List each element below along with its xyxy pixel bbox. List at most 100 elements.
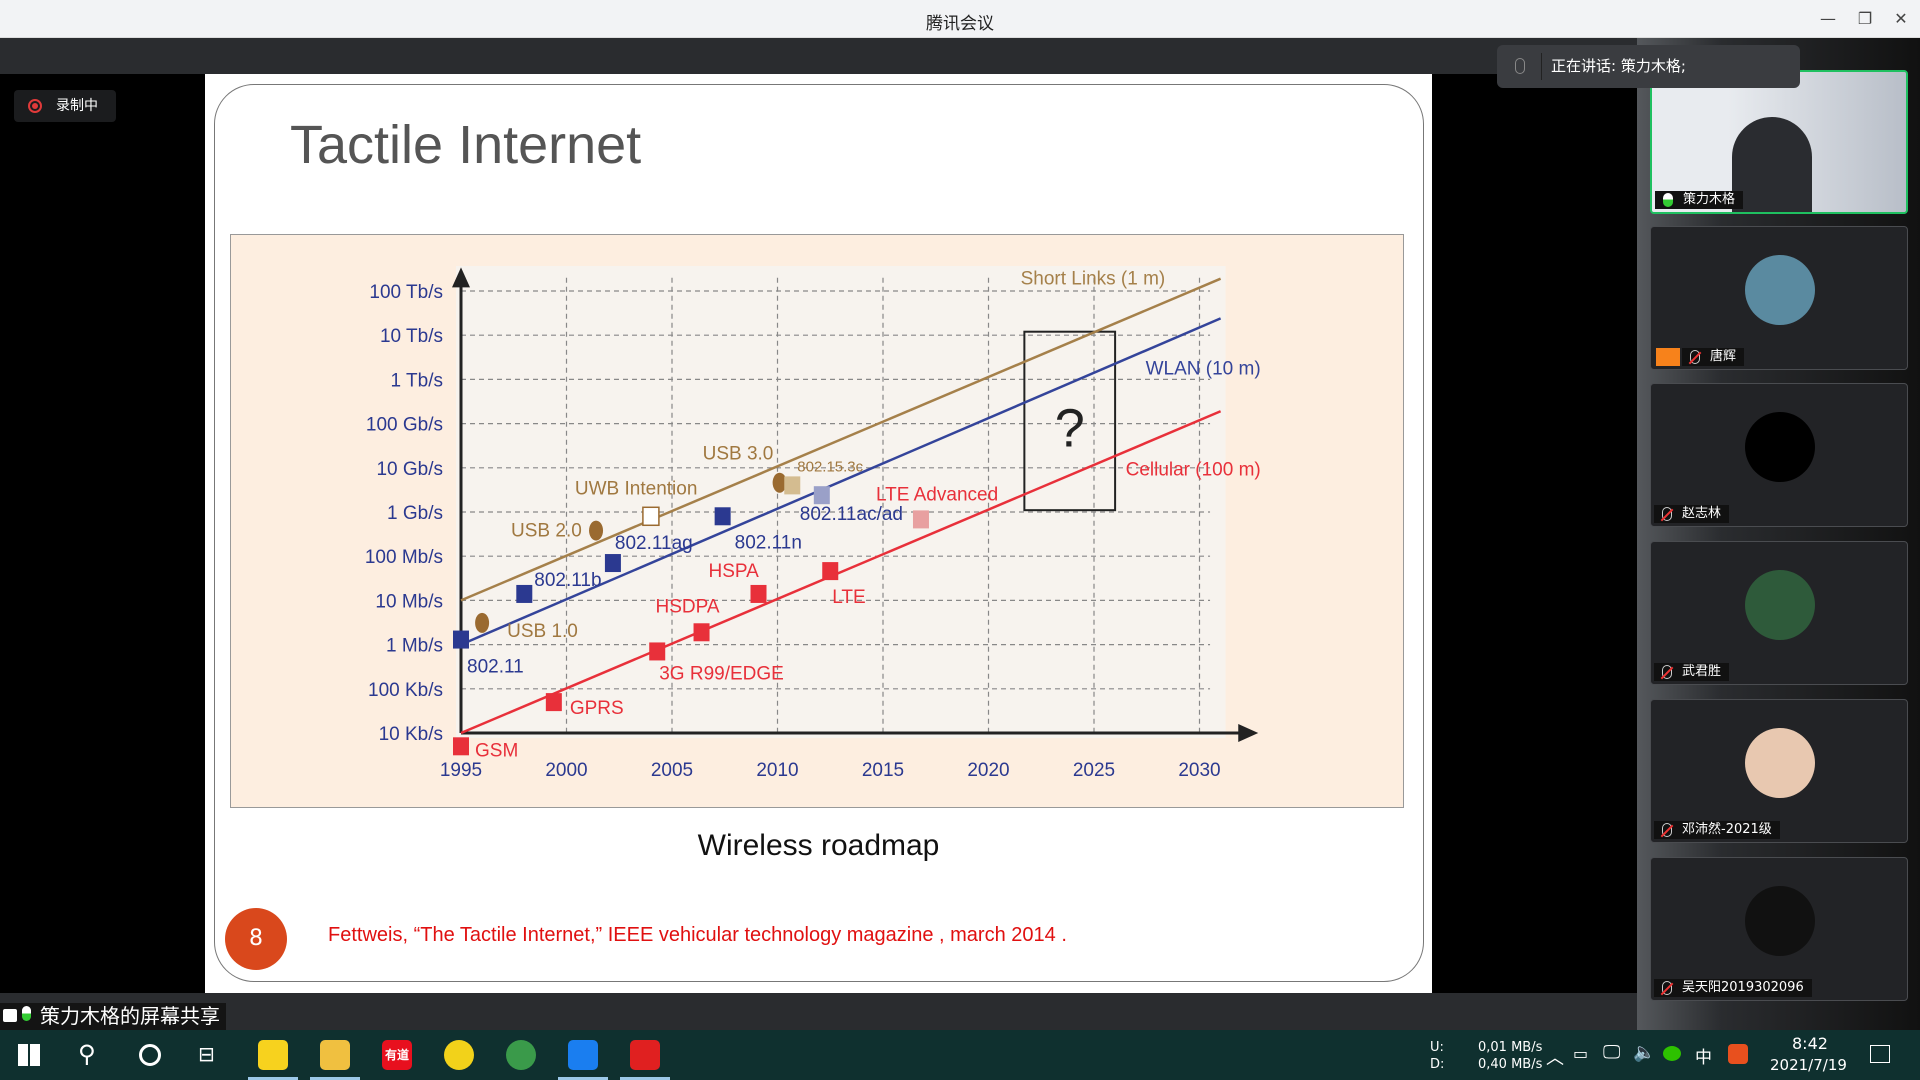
tencent-meeting-icon[interactable] <box>568 1040 598 1070</box>
y-tick-label: 1 Gb/s <box>387 503 443 524</box>
slide-frame <box>214 84 1424 982</box>
recording-indicator[interactable]: 录制中 <box>14 90 116 122</box>
search-icon[interactable]: ⚲ <box>78 1040 96 1068</box>
notification-icon[interactable] <box>1870 1045 1890 1063</box>
windows-start-icon[interactable] <box>18 1044 40 1066</box>
marker-point <box>604 554 621 573</box>
avatar <box>1745 570 1815 640</box>
plot-area <box>456 266 1226 738</box>
mic-muted-icon <box>1690 350 1700 364</box>
participant-name-tag: 吴天阳2019302096 <box>1654 979 1812 997</box>
clock-time[interactable]: 8:42 <box>1792 1034 1828 1053</box>
recording-label: 录制中 <box>56 98 98 114</box>
participant-name: 赵志林 <box>1682 506 1722 521</box>
shared-slide: Tactile Internet 1995 2000 2005 2010 2015 202… <box>205 74 1432 993</box>
marker-point <box>649 642 666 661</box>
mic-muted-icon[interactable] <box>1515 58 1525 74</box>
sticky-notes-icon[interactable] <box>258 1040 288 1070</box>
net-up-label: U: <box>1430 1040 1444 1055</box>
mic-muted-icon <box>1662 823 1672 837</box>
point-label: USB 3.0 <box>703 444 774 465</box>
restore-icon[interactable]: ❐ <box>1857 9 1873 28</box>
point-label: UWB Intention <box>575 478 698 499</box>
point-label: USB 2.0 <box>511 521 582 542</box>
x-tick-label: 2015 <box>862 760 904 781</box>
avatar <box>1745 728 1815 798</box>
point-label: GPRS <box>570 698 624 719</box>
y-tick-label: 100 Tb/s <box>369 282 443 303</box>
wechat-icon[interactable] <box>1663 1046 1681 1061</box>
mic-muted-icon <box>1662 981 1672 995</box>
speaking-label: 正在讲话: 策力木格; <box>1551 57 1686 75</box>
running-indicator <box>310 1077 360 1080</box>
future-box <box>1023 330 1117 512</box>
point-label: 802.11ag <box>615 533 693 554</box>
point-label: HSDPA <box>656 596 720 617</box>
slide-title: Tactile Internet <box>290 115 642 175</box>
net-down-label: D: <box>1430 1057 1445 1072</box>
task-view-icon[interactable]: ⊟ <box>198 1042 215 1066</box>
wps-icon[interactable] <box>630 1040 660 1070</box>
chevron-up-icon[interactable]: ︿ <box>1546 1048 1564 1069</box>
y-tick-label: 10 Mb/s <box>375 591 443 612</box>
marker-point <box>642 506 660 527</box>
x-tick-label: 2010 <box>756 760 798 781</box>
series-line <box>460 410 1222 735</box>
participant-name-tag: 邓沛然-2021级 <box>1654 821 1780 839</box>
close-icon[interactable]: ✕ <box>1894 9 1908 28</box>
x-tick-label: 1995 <box>440 760 482 781</box>
mic-muted-icon <box>1662 665 1672 679</box>
avatar <box>1745 255 1815 325</box>
running-indicator <box>558 1077 608 1080</box>
volume-icon[interactable]: 🔈 <box>1633 1042 1656 1063</box>
x-tick-label: 2005 <box>651 760 693 781</box>
net-up-value: 0,01 MB/s <box>1478 1040 1543 1055</box>
participant-name: 唐辉 <box>1710 349 1737 364</box>
point-label: 802.11 <box>467 657 524 678</box>
participant-tile[interactable]: 唐辉 <box>1650 226 1908 370</box>
roadmap-chart: 1995 2000 2005 2010 2015 2020 2025 2030 10 Kb/s 1… <box>230 234 1404 808</box>
series-line <box>460 317 1222 646</box>
network-icon[interactable]: 🖵 <box>1603 1042 1621 1063</box>
participant-name-tag: 武君胜 <box>1654 663 1730 681</box>
participant-tile[interactable]: 赵志林 <box>1650 383 1908 527</box>
screen-share-label[interactable]: 策力木格的屏幕共享 <box>0 1003 226 1030</box>
file-explorer-icon[interactable] <box>320 1040 350 1070</box>
host-icon <box>1656 348 1680 366</box>
sogou-icon[interactable] <box>1728 1044 1748 1064</box>
y-tick-label: 10 Tb/s <box>380 326 443 347</box>
ime-indicator[interactable]: 中 <box>1695 1048 1712 1068</box>
chrome-icon[interactable] <box>506 1040 536 1070</box>
participant-tile[interactable]: 策力木格 <box>1650 70 1908 214</box>
clock-date[interactable]: 2021/7/19 <box>1770 1056 1847 1074</box>
participant-tile[interactable]: 吴天阳2019302096 <box>1650 857 1908 1001</box>
marker-point <box>453 630 469 649</box>
marker-point <box>475 612 490 633</box>
mic-muted-icon <box>1662 507 1672 521</box>
y-tick-label: 1 Tb/s <box>391 370 443 391</box>
marker-point <box>453 737 469 756</box>
participant-tile[interactable]: 邓沛然-2021级 <box>1650 699 1908 843</box>
participant-panel: 策力木格唐辉赵志林武君胜邓沛然-2021级吴天阳2019302096 <box>1637 38 1920 1030</box>
running-indicator <box>248 1077 298 1080</box>
marker-point <box>772 472 787 493</box>
participant-tile[interactable]: 武君胜 <box>1650 541 1908 685</box>
youdao-icon[interactable]: 有道 <box>382 1040 412 1070</box>
cortana-icon[interactable] <box>139 1044 161 1066</box>
y-tick-label: 100 Kb/s <box>368 680 443 701</box>
page-number-badge: 8 <box>225 908 287 970</box>
battery-icon[interactable]: ▭ <box>1573 1044 1589 1063</box>
avatar <box>1745 886 1815 956</box>
speaking-banner: 正在讲话: 策力木格; <box>1497 45 1800 88</box>
participant-name: 武君胜 <box>1682 664 1722 679</box>
share-label-text: 策力木格的屏幕共享 <box>40 1004 220 1028</box>
qq-music-icon[interactable] <box>444 1040 474 1070</box>
marker-point <box>750 584 767 603</box>
point-label: 802.11ac/ad <box>800 504 903 525</box>
point-label: HSPA <box>709 561 760 582</box>
marker-point <box>714 507 731 526</box>
marker-point <box>822 562 839 581</box>
participant-name: 吴天阳2019302096 <box>1682 980 1804 995</box>
minimize-icon[interactable]: — <box>1820 9 1836 28</box>
participant-name-tag: 唐辉 <box>1656 348 1745 366</box>
